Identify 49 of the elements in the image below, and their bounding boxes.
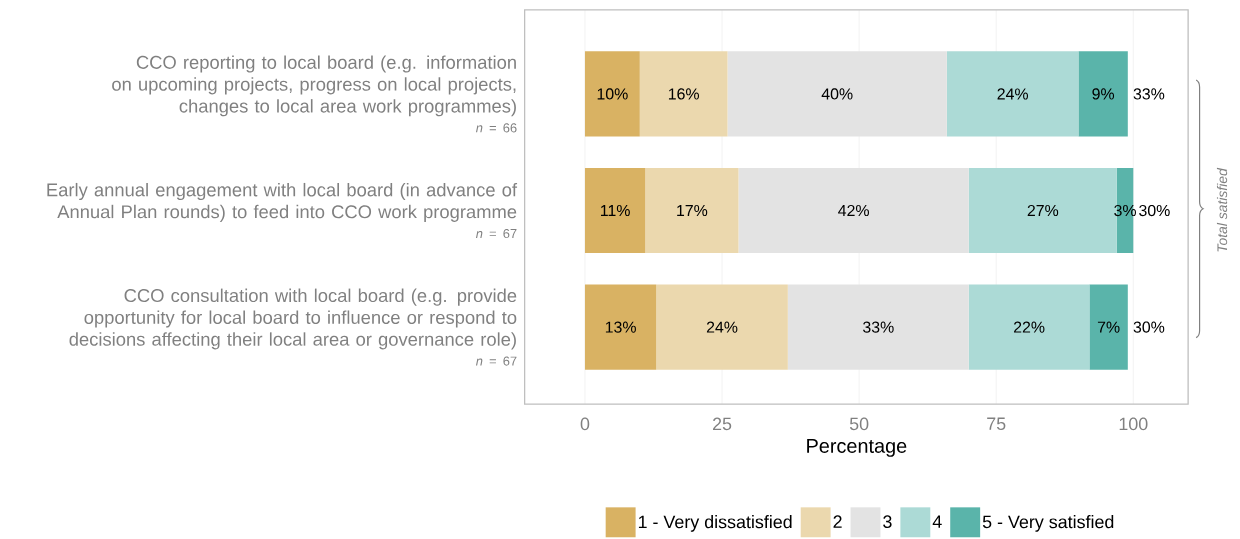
x-tick-label: 0 (580, 417, 590, 431)
legend-label: 5 - Very satisfied (982, 514, 1114, 532)
y-tick-label: CCO consultation with local board (e.g. provide opportunity for local board to influence or respond to decisions affecting their local area or governance role) (69, 288, 517, 350)
legend-label: 2 (833, 515, 842, 528)
text: n = 67 (475, 356, 517, 366)
x-axis-title: Percentage (807, 438, 907, 457)
bar (738, 167, 969, 253)
data-label: 40% (821, 88, 853, 100)
legend-label: 4 (932, 515, 942, 528)
text: n = 67 (475, 228, 517, 238)
annotation: 30% (1139, 204, 1170, 217)
x-tick-label: 50 (849, 417, 869, 431)
bar (787, 284, 969, 370)
bar (1089, 284, 1128, 370)
y-tick-label: CCO reporting to local board (e.g. information on upcoming projects, progress on local projects, changes to local area work programmes) (112, 55, 516, 117)
bar (584, 51, 640, 137)
data-label: 24% (706, 321, 738, 333)
data-label: 22% (1013, 321, 1045, 333)
legend-label: 1 - Very dissatisfied (638, 514, 792, 532)
bar (968, 284, 1090, 370)
bar (946, 51, 1079, 137)
data-label: 7% (1097, 321, 1120, 333)
bar (584, 284, 657, 370)
text: n = 66 (475, 123, 517, 133)
data-label: 13% (605, 321, 636, 333)
data-label: 24% (997, 88, 1029, 100)
legend-label: 3 (883, 515, 892, 528)
data-label: 16% (668, 88, 700, 100)
text: Total satisfied (1216, 167, 1228, 252)
bar (639, 51, 728, 137)
annotation: 30% (1133, 321, 1165, 333)
bar (1116, 167, 1134, 253)
data-label: 17% (677, 204, 708, 216)
bar (584, 167, 646, 253)
data-label: 33% (863, 321, 894, 333)
data-label: 42% (838, 204, 869, 216)
x-tick-label: 100 (1119, 417, 1148, 431)
x-tick-label: 75 (987, 417, 1006, 430)
bar (727, 51, 947, 137)
x-tick-label: 25 (712, 417, 732, 431)
bar (656, 284, 788, 370)
y-tick-label: Early annual engagement with local board (in advance of Annual Plan rounds) to feed into CCO work programme (47, 182, 518, 222)
data-label: 27% (1027, 204, 1059, 216)
data-label: 10% (597, 88, 628, 100)
bar (1078, 51, 1128, 137)
data-label: 11% (601, 204, 630, 216)
data-label: 9% (1092, 88, 1115, 100)
bar (645, 167, 739, 253)
annotation: 33% (1133, 88, 1165, 100)
